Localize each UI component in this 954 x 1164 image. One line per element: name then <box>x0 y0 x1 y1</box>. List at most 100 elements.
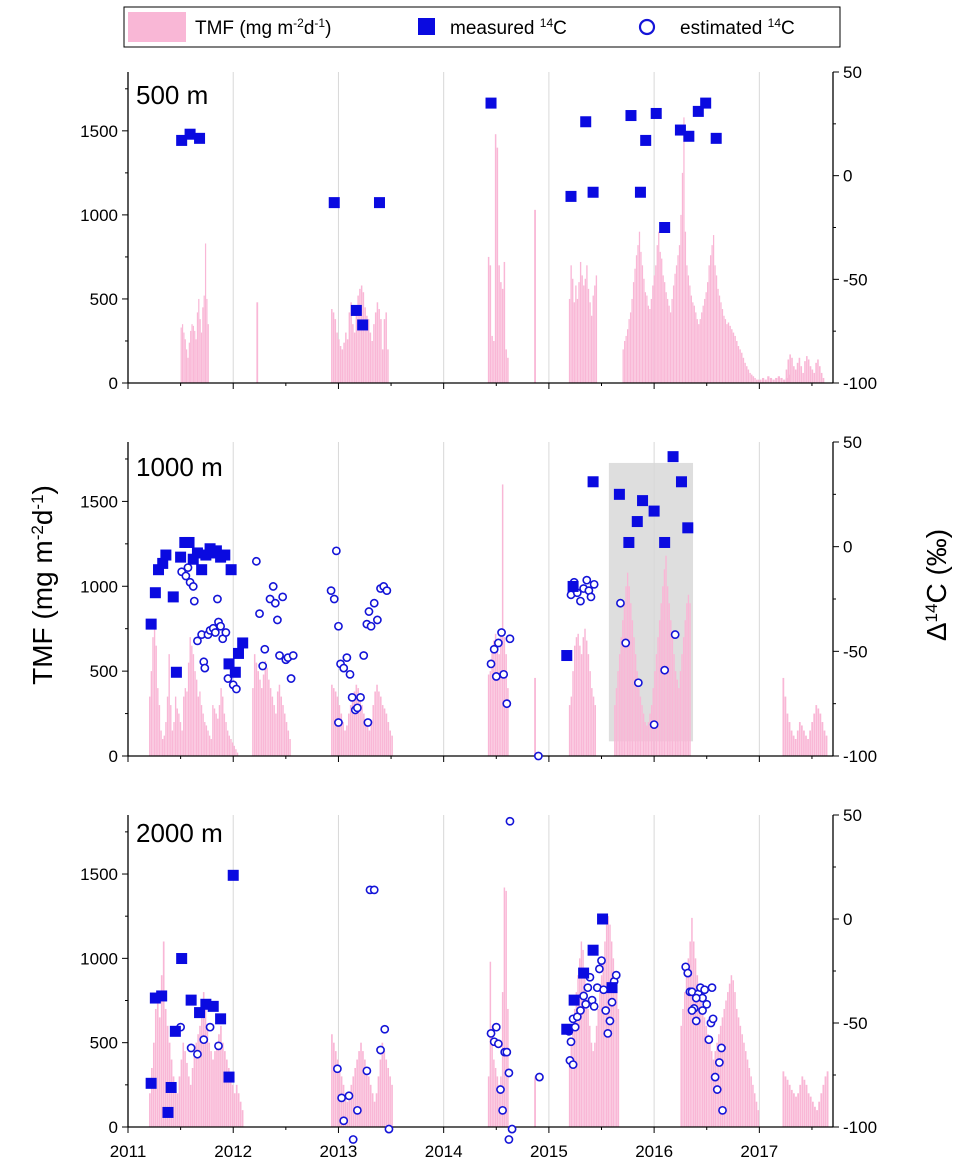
estimated-14c-point <box>710 1072 720 1082</box>
tmf-bar <box>191 1067 194 1127</box>
measured-14c-point <box>659 222 671 233</box>
measured-14c-point <box>350 304 362 316</box>
tmf-bar <box>634 654 637 756</box>
tmf-bar <box>743 1042 745 1127</box>
tmf-bar <box>199 1025 201 1127</box>
left-tick-label: 0 <box>109 1118 118 1137</box>
tmf-bar <box>235 1084 238 1127</box>
estimated-14c-point <box>670 630 680 639</box>
tmf-bar <box>650 705 653 756</box>
tmf-bar <box>734 992 736 1127</box>
estimated-14c-point <box>334 621 343 631</box>
estimated-14c-point <box>326 586 336 596</box>
tmf-bar <box>383 708 386 756</box>
tmf-bar <box>687 275 690 383</box>
tmf-bar <box>825 735 828 756</box>
x-tick-label: 2014 <box>425 1142 463 1161</box>
tmf-bar <box>187 357 189 383</box>
estimated-14c-point <box>223 674 233 683</box>
estimated-14c-point <box>616 598 625 608</box>
tmf-bar <box>346 339 349 383</box>
tmf-bar <box>633 637 635 756</box>
tmf-bar <box>210 739 212 756</box>
tmf-bar <box>576 298 579 383</box>
measured-14c-point <box>692 105 704 117</box>
tmf-bar <box>822 377 825 383</box>
tmf-bar <box>679 671 682 756</box>
tmf-bar <box>637 245 639 383</box>
tmf-bar <box>796 362 799 383</box>
tmf-bar <box>336 1059 339 1127</box>
tmf-bar <box>665 292 667 383</box>
tmf-bar <box>741 352 743 383</box>
tmf-bar <box>161 739 164 756</box>
tmf-bar <box>809 366 812 383</box>
measured-14c-point <box>700 97 712 109</box>
tmf-bar <box>756 379 758 383</box>
tmf-bar <box>181 730 183 756</box>
tmf-bar <box>152 637 154 756</box>
measured-14c-point <box>156 990 168 1002</box>
tmf-bar <box>493 640 495 756</box>
measured-14c-point <box>578 967 590 979</box>
tmf-bar <box>805 1084 808 1127</box>
tmf-bar <box>208 1042 211 1127</box>
tmf-bar <box>799 1084 802 1127</box>
tmf-bar <box>759 379 762 383</box>
tmf-bar <box>732 332 735 383</box>
estimated-14c-point <box>181 571 191 581</box>
tmf-bar <box>357 688 360 756</box>
tmf-bar <box>276 691 279 756</box>
x-tick-label: 2012 <box>214 1142 252 1161</box>
tmf-bar <box>696 975 699 1127</box>
tmf-bar <box>761 377 765 383</box>
tmf-bar <box>816 1110 818 1127</box>
tmf-bar <box>821 722 824 756</box>
tmf-bar <box>344 730 346 756</box>
tmf-bar <box>501 484 504 756</box>
tmf-bar <box>811 369 814 383</box>
x-tick-label: 2011 <box>110 1142 147 1161</box>
tmf-bar <box>584 628 586 756</box>
tmf-bar <box>802 372 804 383</box>
tmf-bar <box>618 654 621 756</box>
tmf-bar <box>638 688 640 756</box>
tmf-bar <box>195 679 198 756</box>
tmf-bar <box>744 362 746 383</box>
tmf-bar <box>362 1051 364 1127</box>
x-tick-label: 2015 <box>530 1142 568 1161</box>
tmf-bar <box>284 713 286 756</box>
estimated-14c-point <box>359 651 369 660</box>
estimated-14c-point <box>337 1093 347 1103</box>
tmf-bar <box>391 1084 393 1127</box>
tmf-bar <box>498 265 500 383</box>
legend-box <box>123 6 841 48</box>
tmf-bar <box>813 372 816 383</box>
tmf-bar <box>184 339 186 383</box>
tmf-bar <box>792 735 795 756</box>
right-tick-label: 0 <box>843 538 852 557</box>
estimated-14c-point <box>332 1064 342 1074</box>
estimated-14c-point <box>251 556 261 566</box>
tmf-bar <box>184 1051 186 1127</box>
tmf-bar <box>652 285 654 383</box>
tmf-bar <box>183 332 185 383</box>
tmf-bar <box>775 377 778 383</box>
tmf-bar <box>380 319 382 383</box>
tmf-bar <box>186 1062 188 1127</box>
tmf-bar <box>609 924 611 1127</box>
tmf-bar <box>256 302 259 383</box>
tmf-bar <box>721 1017 724 1127</box>
right-tick-label: 0 <box>843 910 852 929</box>
tmf-bar <box>672 285 675 383</box>
tmf-bar <box>579 645 581 756</box>
tmf-bar <box>675 265 678 383</box>
measured-14c-point <box>169 1025 181 1037</box>
tmf-bar <box>731 329 733 383</box>
tmf-bar <box>809 730 811 756</box>
tmf-bar <box>208 735 211 756</box>
tmf-bar <box>739 1025 742 1127</box>
tmf-bar <box>489 265 492 383</box>
tmf-bar <box>702 305 704 383</box>
tmf-bar <box>385 1059 388 1127</box>
